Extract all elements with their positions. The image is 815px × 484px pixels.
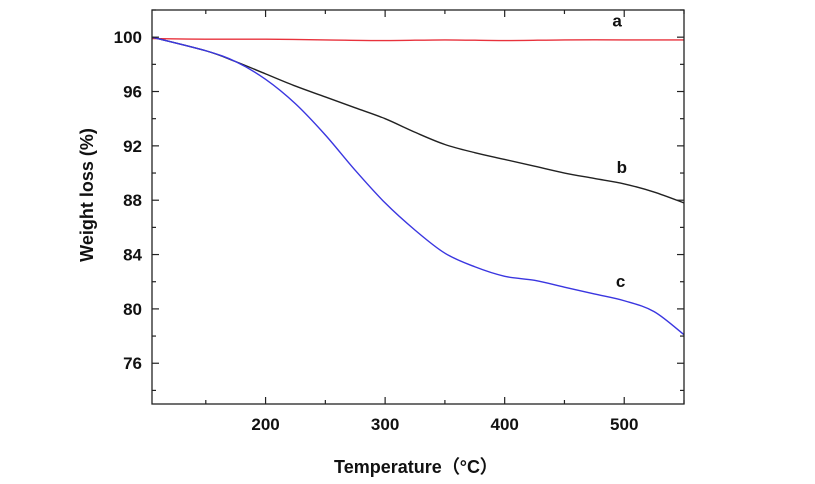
x-tick-label: 200: [251, 415, 279, 434]
x-tick-label: 400: [490, 415, 518, 434]
series-line-a: [151, 37, 684, 42]
x-tick-label: 500: [610, 415, 638, 434]
y-tick-label: 100: [114, 28, 142, 47]
series-label-b: b: [617, 158, 627, 177]
y-axis-ticks: 76 80 84 88 92 96 100: [114, 9, 684, 392]
y-tick-label: 96: [123, 83, 142, 102]
y-tick-label: 92: [123, 137, 142, 156]
y-tick-label: 84: [123, 246, 142, 265]
y-tick-label: 88: [123, 191, 142, 210]
x-axis-ticks: 200 300 400 500: [205, 10, 685, 434]
y-axis-title: Weight loss (%): [77, 128, 97, 262]
plot-frame: [151, 9, 685, 405]
plot-content: [151, 36, 685, 336]
x-axis-title: Temperature（°C）: [334, 457, 498, 477]
x-tick-label: 300: [371, 415, 399, 434]
series-line-c: [151, 36, 685, 336]
series-labels: a b c: [612, 11, 627, 291]
y-tick-label: 80: [123, 300, 142, 319]
series-line-b: [151, 36, 685, 204]
series-label-c: c: [616, 272, 625, 291]
y-tick-label: 76: [123, 354, 142, 373]
series-label-a: a: [612, 11, 622, 30]
